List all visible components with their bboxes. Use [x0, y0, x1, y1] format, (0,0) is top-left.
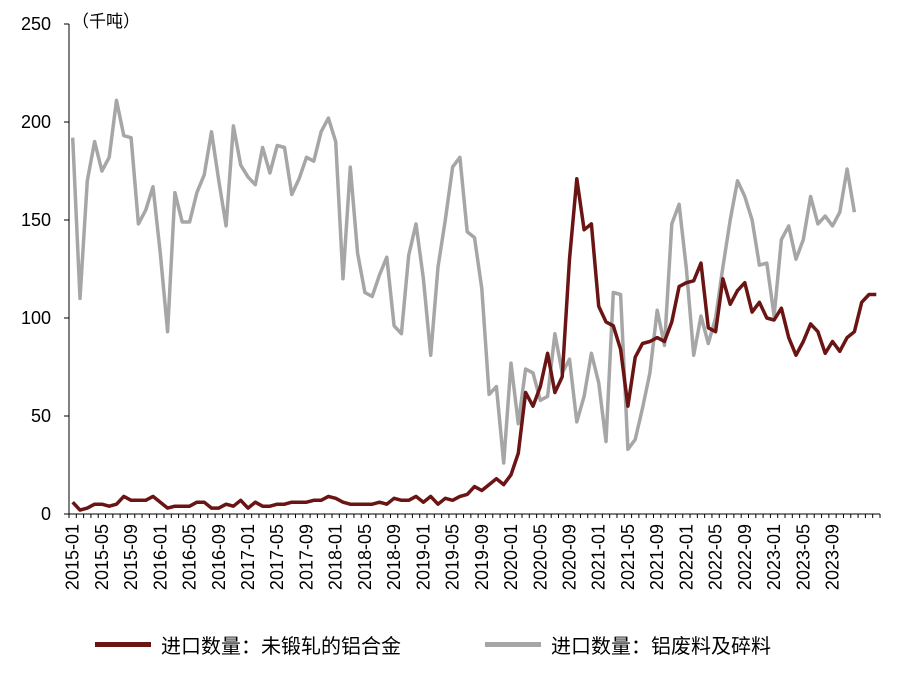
- x-tick-label: 2020-05: [530, 524, 550, 590]
- legend-label-scrap: 进口数量：铝废料及碎料: [551, 634, 771, 658]
- x-tick-label: 2015-05: [92, 524, 112, 590]
- legend-item-scrap: 进口数量：铝废料及碎料: [485, 630, 771, 659]
- x-tick-label: 2018-09: [384, 524, 404, 590]
- x-tick-label: 2023-05: [793, 524, 813, 590]
- legend: 进口数量：未锻轧的铝合金 进口数量：铝废料及碎料: [0, 630, 921, 662]
- y-tick-label: 100: [21, 308, 51, 328]
- series-lines: [70, 98, 877, 512]
- legend-swatch-scrap: [485, 642, 541, 647]
- x-tick-label: 2017-09: [296, 524, 316, 590]
- x-tick-label: 2020-09: [559, 524, 579, 590]
- series-line-alloy: [71, 177, 877, 512]
- x-tick-label: 2023-01: [764, 524, 784, 590]
- y-axis-unit-label: （千吨）: [72, 12, 140, 32]
- x-tick-label: 2015-01: [63, 524, 83, 590]
- x-tick-label: 2022-09: [735, 524, 755, 590]
- legend-item-alloy: 进口数量：未锻轧的铝合金: [95, 630, 401, 659]
- legend-swatch-alloy: [95, 642, 151, 647]
- y-tick-label: 200: [21, 112, 51, 132]
- x-tick-label: 2020-01: [501, 524, 521, 590]
- x-tick-label: 2023-09: [823, 524, 843, 590]
- x-tick-label: 2021-01: [589, 524, 609, 590]
- x-tick-label: 2016-09: [209, 524, 229, 590]
- x-tick-label: 2022-01: [676, 524, 696, 590]
- x-tick-label: 2019-05: [443, 524, 463, 590]
- x-tick-label: 2022-05: [706, 524, 726, 590]
- x-tick-label: 2015-09: [121, 524, 141, 590]
- y-tick-label: 50: [31, 406, 51, 426]
- y-tick-label: 250: [21, 14, 51, 34]
- x-tick-label: 2017-01: [238, 524, 258, 590]
- x-tick-label: 2019-09: [472, 524, 492, 590]
- x-tick-label: 2019-01: [413, 524, 433, 590]
- series-line-scrap: [70, 98, 857, 465]
- x-tick-label: 2021-09: [647, 524, 667, 590]
- legend-label-alloy: 进口数量：未锻轧的铝合金: [161, 634, 401, 658]
- y-tick-label: 0: [41, 504, 51, 524]
- y-tick-label: 150: [21, 210, 51, 230]
- x-tick-label: 2021-05: [618, 524, 638, 590]
- x-tick-label: 2017-05: [267, 524, 287, 590]
- y-axis-ticks: 0 50 100 150 200 250: [21, 14, 69, 524]
- x-tick-label: 2018-05: [355, 524, 375, 590]
- x-axis-ticks: 2015-01 2015-05 2015-09 2016-01 2016-05 2016-…: [63, 514, 881, 590]
- x-tick-label: 2018-01: [326, 524, 346, 590]
- x-tick-label: 2016-01: [150, 524, 170, 590]
- x-tick-label: 2016-05: [180, 524, 200, 590]
